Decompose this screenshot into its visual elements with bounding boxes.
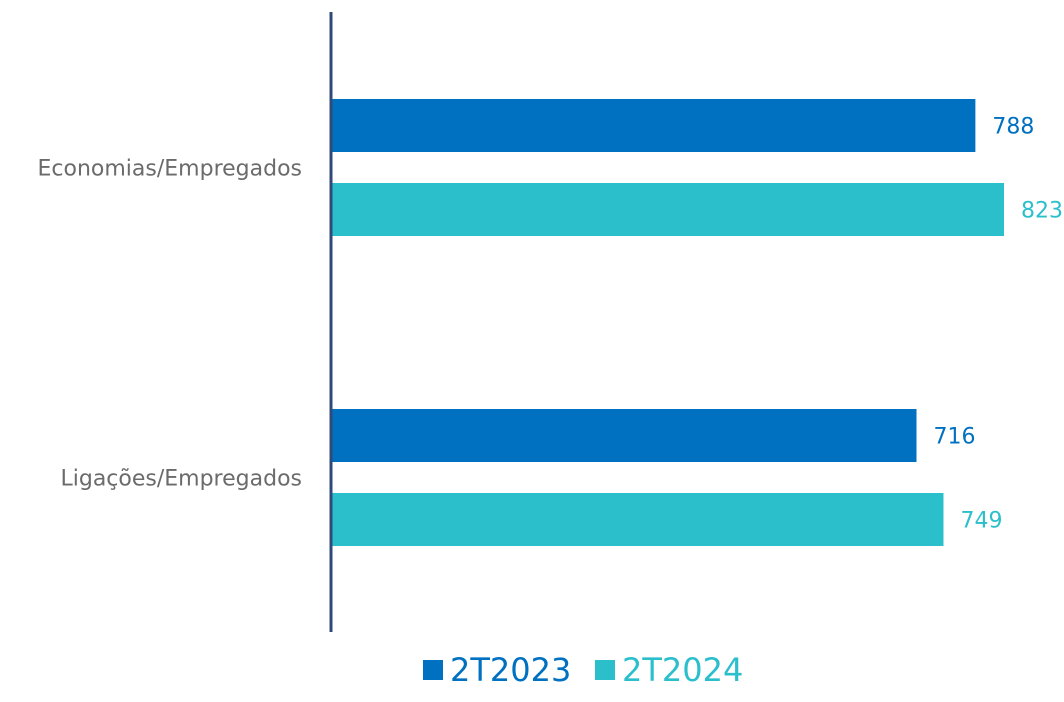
data-label-2t2023-1: 716: [934, 425, 976, 450]
category-label-0: Economias/Empregados: [38, 157, 302, 182]
data-label-2t2024-1: 749: [960, 509, 1002, 534]
bar-2t2023-1: [331, 409, 917, 462]
bar-2t2024-1: [331, 493, 944, 546]
bar-2t2023-0: [331, 99, 976, 152]
legend: 2T2023 2T2024: [423, 651, 743, 689]
category-labels: Economias/Empregados Ligações/Empregados: [38, 157, 302, 492]
data-label-2t2024-0: 823: [1021, 199, 1063, 224]
data-label-2t2023-0: 788: [992, 115, 1034, 140]
legend-label-2t2023: 2T2023: [450, 651, 571, 689]
legend-swatch-2t2024: [595, 660, 615, 680]
legend-swatch-2t2023: [423, 660, 443, 680]
data-labels: 788 823 716 749: [934, 115, 1063, 534]
bar-2t2024-0: [331, 183, 1004, 236]
bars-group: [331, 99, 1004, 546]
category-label-1: Ligações/Empregados: [60, 467, 302, 492]
legend-label-2t2024: 2T2024: [622, 651, 743, 689]
